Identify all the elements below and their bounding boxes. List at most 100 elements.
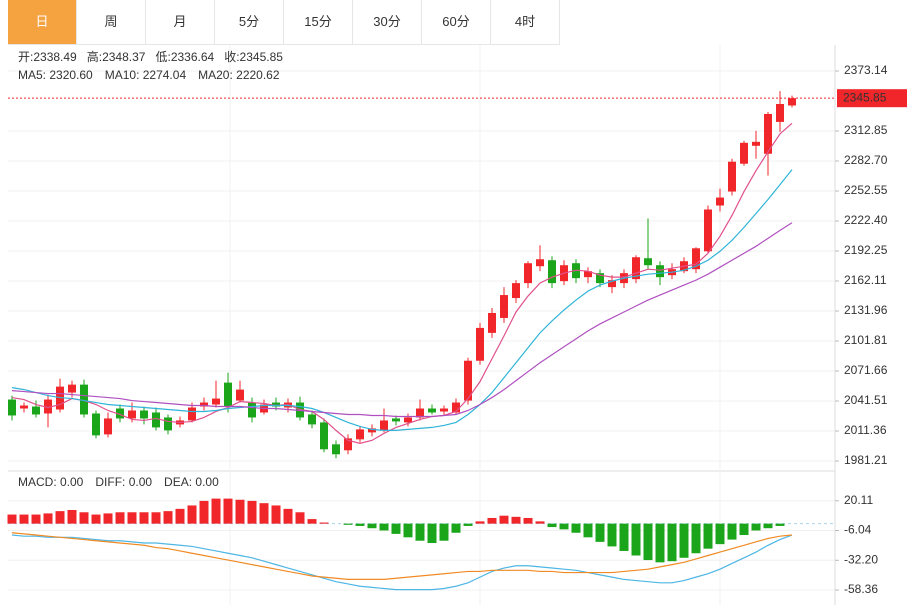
macd-bar (67, 510, 77, 524)
candle-body (752, 141, 760, 146)
indicator-line (11, 534, 793, 591)
period-tab[interactable]: 4时 (491, 0, 560, 44)
candle-body (512, 283, 520, 299)
macd-bar (427, 523, 437, 543)
period-tab[interactable]: 15分 (284, 0, 353, 44)
macd-bar (55, 511, 65, 524)
legend-entry: DEA: 0.00 (164, 475, 219, 489)
candle-body (248, 402, 256, 418)
macd-bar (451, 523, 461, 533)
macd-bar (439, 523, 449, 541)
candle-body (404, 417, 412, 423)
y-tick-label: 1981.21 (844, 453, 888, 467)
macd-bar (319, 522, 329, 524)
macd-bar (643, 523, 653, 561)
candle-body (332, 444, 340, 455)
candle-body (380, 420, 388, 431)
candle-body (212, 398, 220, 405)
macd-bar (511, 516, 521, 524)
macd-bar (187, 505, 197, 524)
legend-entry: MACD: 0.00 (18, 475, 84, 489)
y-tick-label: 2373.14 (844, 63, 888, 77)
candle-body (44, 399, 52, 414)
y-tick-label: 2071.66 (844, 363, 888, 377)
indicator-line (11, 169, 793, 431)
ohlc-label: 低: (155, 50, 170, 64)
candle-body (536, 259, 544, 267)
candle-body (728, 161, 736, 192)
period-tab[interactable]: 日 (8, 0, 77, 44)
candle-body (716, 197, 724, 206)
candle-body (656, 265, 664, 278)
candle-body (608, 280, 616, 288)
y-tick-label: 2011.36 (844, 423, 887, 437)
macd-bar (715, 523, 725, 545)
macd-bar (631, 523, 641, 556)
candle-body (692, 248, 700, 270)
candle-body (80, 384, 88, 415)
period-tab[interactable]: 5分 (215, 0, 284, 44)
macd-bar (163, 511, 173, 524)
period-tab[interactable]: 月 (146, 0, 215, 44)
macd-bar (139, 512, 149, 524)
candle-body (272, 402, 280, 407)
macd-bar (307, 519, 317, 524)
macd-bar (235, 499, 245, 524)
macd-bar (583, 523, 593, 538)
y-tick-label: 20.11 (844, 493, 873, 507)
candle-body (548, 260, 556, 284)
candle-body (200, 402, 208, 407)
y-tick-label: 2252.55 (844, 183, 888, 197)
macd-bar (595, 523, 605, 542)
ohlc-label: 收: (224, 50, 239, 64)
legend-entry: MA5: 2320.60 (18, 68, 93, 82)
period-tabs: 日周月 5分 15分 30分 60分 4时 (8, 0, 560, 45)
macd-bar (619, 523, 629, 551)
macd-bar (367, 523, 377, 529)
candle-body (68, 384, 76, 393)
macd-bar (667, 523, 677, 562)
candle-body (320, 422, 328, 450)
legend-entry: MA20: 2220.62 (198, 68, 280, 82)
y-tick-label: 2162.11 (844, 273, 887, 287)
macd-bar (571, 523, 581, 533)
macd-bar (559, 523, 569, 530)
y-tick-label: 2192.25 (844, 243, 888, 257)
macd-bar (103, 513, 113, 524)
candle-body (584, 271, 592, 278)
indicator-line (11, 532, 793, 581)
candle-body (140, 410, 148, 419)
candle-body (464, 360, 472, 401)
candle-body (440, 408, 448, 412)
ohlc-label: 高: (87, 49, 102, 64)
macd-bar (403, 523, 413, 538)
candle-body (596, 273, 604, 284)
candle-body (164, 417, 172, 431)
candle-body (452, 402, 460, 413)
indicator-line (11, 122, 793, 444)
macd-bar (691, 523, 701, 554)
macd-bar (727, 523, 737, 540)
period-tab[interactable]: 60分 (422, 0, 491, 44)
candle-body (356, 429, 364, 440)
macd-bar (523, 517, 533, 524)
period-tab[interactable]: 30分 (353, 0, 422, 44)
macd-bar (211, 498, 221, 524)
macd-bar (763, 523, 773, 529)
candle-body (368, 428, 376, 433)
y-tick-label: -58.36 (844, 582, 878, 596)
macd-bar (283, 508, 293, 524)
macd-bar (679, 523, 689, 558)
period-tab[interactable]: 周 (77, 0, 146, 44)
macd-bar (295, 512, 305, 524)
ohlc-value: 2336.64 (171, 50, 215, 64)
candle-body (500, 295, 508, 318)
legend-entry: MA10: 2274.04 (105, 68, 187, 82)
macd-bar (607, 523, 617, 547)
candle-body (104, 418, 112, 435)
candle-body (788, 98, 796, 106)
candle-body (644, 258, 652, 266)
y-tick-label: 2222.40 (844, 213, 888, 227)
candle-body (392, 418, 400, 422)
